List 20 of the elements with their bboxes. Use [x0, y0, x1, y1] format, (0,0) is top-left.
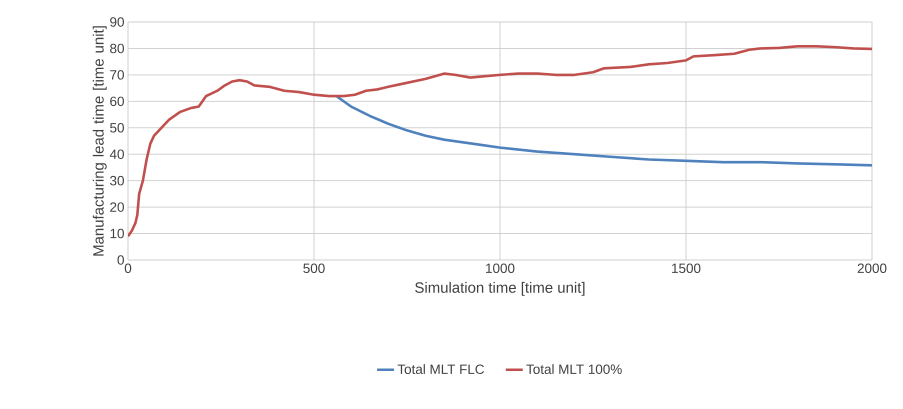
legend-label: Total MLT 100%	[526, 364, 622, 374]
x-tick-label: 1500	[672, 264, 700, 274]
x-axis-title: Simulation time [time unit]	[415, 282, 584, 296]
y-tick-label: 10	[110, 228, 124, 238]
x-tick-label: 1000	[486, 264, 514, 274]
y-tick-label: 50	[110, 123, 124, 133]
y-tick-label: 60	[110, 96, 124, 106]
y-tick-label: 40	[110, 149, 124, 159]
y-tick-label: 20	[110, 202, 124, 212]
x-tick-label: 0	[124, 264, 132, 274]
x-tick-label: 500	[303, 264, 325, 274]
x-tick-label: 2000	[858, 264, 886, 274]
line-series	[128, 45, 872, 238]
y-tick-label: 70	[110, 70, 124, 80]
y-tick-label: 90	[110, 17, 124, 27]
y-tick-label: 30	[110, 176, 124, 186]
y-axis-title: Manufacturing lead time [time unit]	[92, 26, 107, 256]
y-tick-label: 80	[110, 44, 124, 54]
y-tick-label: 0	[118, 255, 124, 265]
legend-label: Total MLT FLC	[398, 364, 484, 374]
